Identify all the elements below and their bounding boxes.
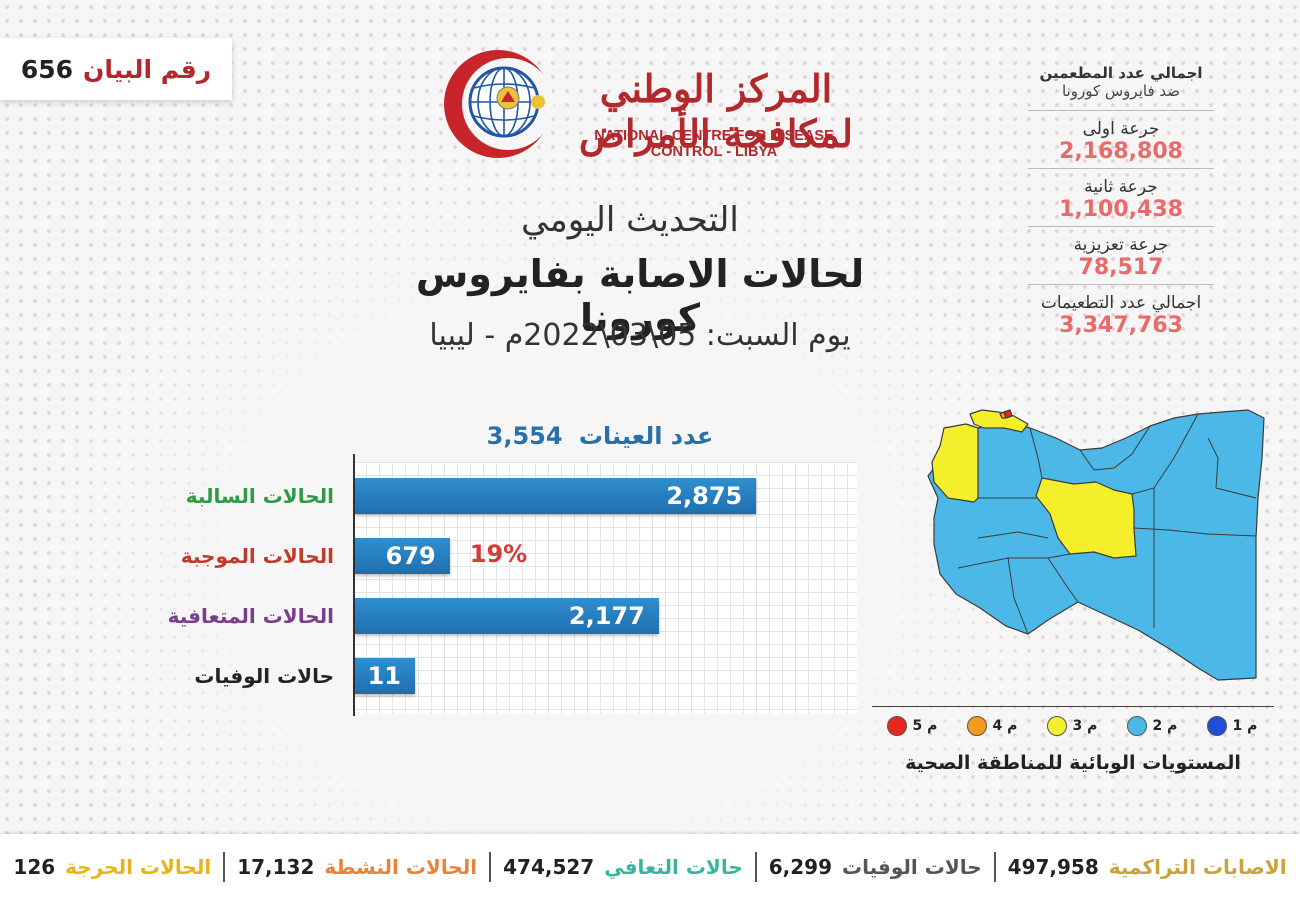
bar-1 [355,538,450,574]
statement-label: رقم البيان [83,54,212,84]
ncdc-logo-icon [444,50,554,158]
recovered-label: حالات التعافي [604,855,743,879]
legend-divider [872,706,1274,707]
footer-deaths: حالات الوفيات 6,299 [757,855,994,879]
footer-recovered: حالات التعافي 474,527 [491,855,755,879]
footer-critical: الحالات الحرجة 126 [1,855,223,879]
legend-level-4: م 4 [966,716,1018,736]
org-name-english: NATIONAL CENTRE FOR DISEASE CONTROL - LI… [594,128,834,160]
deaths-label: حالات الوفيات [842,855,982,879]
statement-badge: رقم البيان 656 [0,38,232,100]
footer-divider [223,852,226,882]
category-label: الحالات الموجبة [180,544,334,568]
category-label: الحالات المتعافية [167,604,334,628]
map-caption: المستويات الوبائية للمناطقة الصحية [905,752,1241,774]
samples-label: عدد العينات [578,422,714,450]
chart-title: عدد العينات 3,554 [470,422,730,450]
org-name-arabic: المركز الوطني لمكافحة الأمراض [579,66,854,156]
bar-2 [355,598,659,634]
cumulative-value: 497,958 [1007,855,1099,879]
legend-level-3-label: م 3 [1072,718,1098,734]
bar-value-label: 679 [385,542,436,570]
divider [1028,110,1214,111]
title-main: لحالات الاصابة بفايروس كورونا [415,252,865,340]
vaccination-header: اجمالي عدد المطعمين [1039,64,1203,82]
legend-level-5: م 5 [886,716,938,736]
category-label: الحالات السالبة [185,484,334,508]
level-3-dot-icon [1046,716,1067,736]
samples-value: 3,554 [486,422,563,450]
footer-cumulative: الاصابات التراكمية 497,958 [996,855,1299,879]
dose1-value: 2,168,808 [1059,139,1183,164]
legend-level-1-label: م 1 [1232,718,1258,734]
legend-level-4-label: م 4 [992,718,1018,734]
bar-3 [355,658,415,694]
dose2-label: جرعة ثانية [1084,177,1158,197]
critical-value: 126 [13,855,56,879]
legend-level-3: م 3 [1046,716,1098,736]
bar-value-label: 2,177 [568,602,645,630]
footer-totals: الحالات الحرجة 126 الحالات النشطة 17,132… [0,834,1300,900]
total-vaccinations-label: اجمالي عدد التطعيمات [1040,293,1202,313]
positive-percentage-label: 19% [469,540,528,568]
chart-axis [353,454,355,716]
footer-active: الحالات النشطة 17,132 [225,855,489,879]
divider [1028,284,1214,285]
critical-label: الحالات الحرجة [65,855,212,879]
statement-number: 656 [20,54,74,84]
legend-level-5-label: م 5 [912,718,938,734]
footer-divider [993,852,996,882]
total-vaccinations-value: 3,347,763 [1059,313,1183,338]
level-2-dot-icon [1126,716,1147,736]
divider [1028,226,1214,227]
libya-map [927,409,1265,681]
booster-value: 78,517 [1078,255,1164,280]
level-5-dot-icon [886,716,907,736]
bar-value-label: 11 [367,662,401,690]
title-date: يوم السبت: 05\03\2022م - ليبيا [429,318,851,353]
legend-level-2: م 2 [1126,716,1178,736]
active-value: 17,132 [237,855,315,879]
bar-0 [355,478,757,514]
legend-level-1: م 1 [1206,716,1258,736]
cumulative-label: الاصابات التراكمية [1108,855,1287,879]
vaccination-subheader: ضد فايروس كورونا [1061,82,1180,100]
legend-level-2-label: م 2 [1152,718,1178,734]
level-4-dot-icon [966,716,987,736]
divider [1028,168,1214,169]
active-label: الحالات النشطة [324,855,478,879]
map-legend: م 1 م 2 م 3 م 4 م 5 [872,716,1272,736]
bar-value-label: 2,875 [666,482,743,510]
category-label: حالات الوفيات [194,664,334,688]
footer-divider [489,852,492,882]
vaccination-panel: اجمالي عدد المطعمين ضد فايروس كورونا جرع… [1028,64,1214,342]
deaths-value: 6,299 [768,855,833,879]
recovered-value: 474,527 [503,855,595,879]
footer-divider [754,852,757,882]
booster-label: جرعة تعزيزية [1073,235,1169,255]
dose1-label: جرعة اولى [1082,119,1160,139]
title-daily-update: التحديث اليومي [521,200,739,240]
level-1-dot-icon [1206,716,1227,736]
dose2-value: 1,100,438 [1059,197,1183,222]
